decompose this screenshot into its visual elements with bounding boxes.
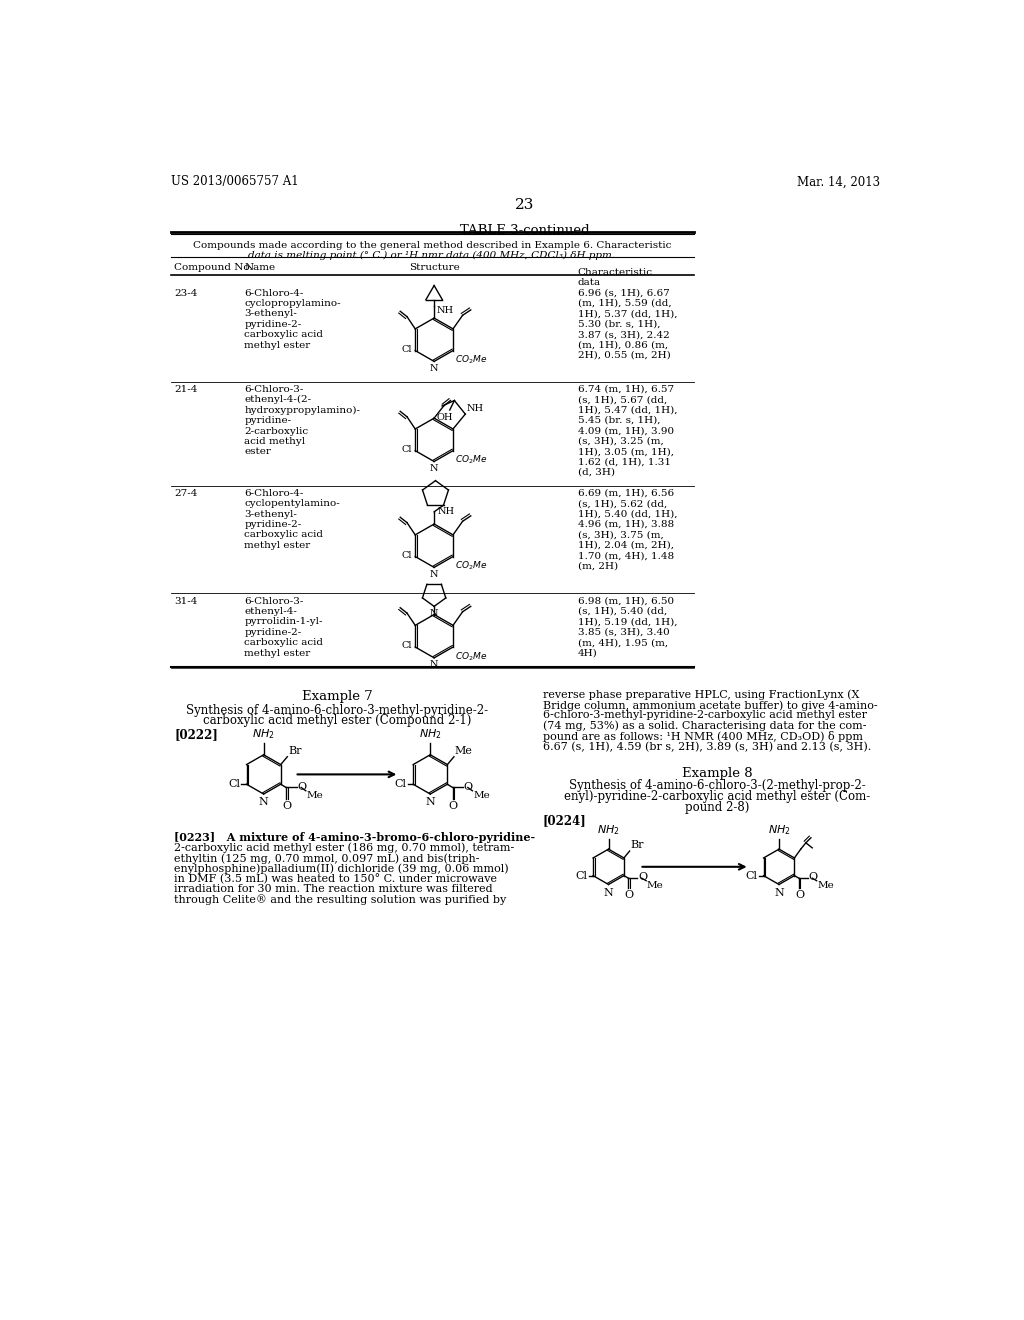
Text: $NH_2$: $NH_2$ [768, 824, 791, 837]
Text: Cl: Cl [575, 871, 588, 880]
Text: enylphosphine)palladium(II) dichloride (39 mg, 0.06 mmol): enylphosphine)palladium(II) dichloride (… [174, 863, 509, 874]
Text: 2-carboxylic acid methyl ester (186 mg, 0.70 mmol), tetram-: 2-carboxylic acid methyl ester (186 mg, … [174, 842, 515, 853]
Text: 6.96 (s, 1H), 6.67
(m, 1H), 5.59 (dd,
1H), 5.37 (dd, 1H),
5.30 (br. s, 1H),
3.87: 6.96 (s, 1H), 6.67 (m, 1H), 5.59 (dd, 1H… [578, 289, 677, 360]
Text: N: N [430, 463, 438, 473]
Text: Me: Me [647, 880, 664, 890]
Text: reverse phase preparative HPLC, using FractionLynx (X: reverse phase preparative HPLC, using Fr… [543, 689, 859, 701]
Text: Synthesis of 4-amino-6-chloro-3-methyl-pyridine-2-: Synthesis of 4-amino-6-chloro-3-methyl-p… [186, 704, 488, 717]
Text: enyl)-pyridine-2-carboxylic acid methyl ester (Com-: enyl)-pyridine-2-carboxylic acid methyl … [564, 789, 870, 803]
Text: TABLE 3-continued: TABLE 3-continued [460, 224, 590, 236]
Text: Example 8: Example 8 [682, 767, 753, 780]
Text: Me: Me [455, 746, 473, 756]
Text: 6.67 (s, 1H), 4.59 (br s, 2H), 3.89 (s, 3H) and 2.13 (s, 3H).: 6.67 (s, 1H), 4.59 (br s, 2H), 3.89 (s, … [543, 742, 870, 752]
Text: $NH_2$: $NH_2$ [419, 727, 441, 741]
Text: Me: Me [817, 880, 834, 890]
Text: through Celite® and the resulting solution was purified by: through Celite® and the resulting soluti… [174, 895, 507, 906]
Text: Cl: Cl [401, 445, 412, 454]
Text: Mar. 14, 2013: Mar. 14, 2013 [797, 176, 880, 189]
Text: Cl: Cl [394, 779, 407, 789]
Text: $NH_2$: $NH_2$ [252, 727, 275, 741]
Text: 21-4: 21-4 [174, 385, 198, 393]
Text: N: N [603, 887, 613, 898]
Text: O: O [297, 781, 306, 792]
Text: Compounds made according to the general method described in Example 6. Character: Compounds made according to the general … [193, 240, 671, 249]
Text: N: N [259, 797, 268, 807]
Text: Name: Name [245, 263, 275, 272]
Text: data is melting point (° C.) or ¹H nmr data (400 MHz, CDCl₃) δH ppm.: data is melting point (° C.) or ¹H nmr d… [248, 251, 615, 260]
Text: N: N [430, 364, 438, 372]
Text: carboxylic acid methyl ester (Compound 2-1): carboxylic acid methyl ester (Compound 2… [203, 714, 471, 727]
Text: $CO_2Me$: $CO_2Me$ [456, 560, 487, 572]
Text: $CO_2Me$: $CO_2Me$ [456, 354, 487, 366]
Text: NH: NH [467, 404, 484, 413]
Text: $CO_2Me$: $CO_2Me$ [456, 454, 487, 466]
Text: 6-Chloro-4-
cyclopropylamino-
3-ethenyl-
pyridine-2-
carboxylic acid
methyl este: 6-Chloro-4- cyclopropylamino- 3-ethenyl-… [245, 289, 341, 350]
Text: 23: 23 [515, 198, 535, 213]
Text: Me: Me [306, 791, 324, 800]
Text: O: O [449, 800, 458, 810]
Text: $NH_2$: $NH_2$ [597, 824, 620, 837]
Text: Br: Br [631, 841, 644, 850]
Text: Compound No.: Compound No. [174, 263, 253, 272]
Text: [0223]   A mixture of 4-amino-3-bromo-6-chloro-pyridine-: [0223] A mixture of 4-amino-3-bromo-6-ch… [174, 832, 536, 843]
Text: 23-4: 23-4 [174, 289, 198, 297]
Text: 6-chloro-3-methyl-pyridine-2-carboxylic acid methyl ester: 6-chloro-3-methyl-pyridine-2-carboxylic … [543, 710, 866, 721]
Text: OH: OH [437, 413, 454, 421]
Text: [0224]: [0224] [543, 814, 587, 828]
Text: pound 2-8): pound 2-8) [685, 800, 750, 813]
Text: N: N [774, 887, 784, 898]
Text: 6.74 (m, 1H), 6.57
(s, 1H), 5.67 (dd,
1H), 5.47 (dd, 1H),
5.45 (br. s, 1H),
4.09: 6.74 (m, 1H), 6.57 (s, 1H), 5.67 (dd, 1H… [578, 385, 677, 477]
Text: US 2013/0065757 A1: US 2013/0065757 A1 [171, 176, 298, 189]
Text: O: O [625, 890, 634, 899]
Text: Structure: Structure [409, 263, 460, 272]
Text: pound are as follows: ¹H NMR (400 MHz, CD₃OD) δ ppm: pound are as follows: ¹H NMR (400 MHz, C… [543, 731, 862, 742]
Text: Bridge column, ammonium acetate buffer) to give 4-amino-: Bridge column, ammonium acetate buffer) … [543, 700, 878, 710]
Text: ethyltin (125 mg, 0.70 mmol, 0.097 mL) and bis(triph-: ethyltin (125 mg, 0.70 mmol, 0.097 mL) a… [174, 853, 480, 863]
Text: $CO_2Me$: $CO_2Me$ [456, 651, 487, 663]
Text: Synthesis of 4-amino-6-chloro-3-(2-methyl-prop-2-: Synthesis of 4-amino-6-chloro-3-(2-methy… [568, 779, 865, 792]
Text: 6.69 (m, 1H), 6.56
(s, 1H), 5.62 (dd,
1H), 5.40 (dd, 1H),
4.96 (m, 1H), 3.88
(s,: 6.69 (m, 1H), 6.56 (s, 1H), 5.62 (dd, 1H… [578, 488, 677, 570]
Text: 6-Chloro-3-
ethenyl-4-(2-
hydroxypropylamino)-
pyridine-
2-carboxylic
acid methy: 6-Chloro-3- ethenyl-4-(2- hydroxypropyla… [245, 385, 360, 457]
Text: NH: NH [437, 507, 455, 516]
Text: O: O [638, 873, 647, 882]
Text: Cl: Cl [401, 345, 412, 354]
Text: N: N [430, 660, 438, 669]
Text: 6.98 (m, 1H), 6.50
(s, 1H), 5.40 (dd,
1H), 5.19 (dd, 1H),
3.85 (s, 3H), 3.40
(m,: 6.98 (m, 1H), 6.50 (s, 1H), 5.40 (dd, 1H… [578, 597, 677, 657]
Text: O: O [283, 800, 292, 810]
Text: NH: NH [436, 306, 454, 315]
Text: Example 7: Example 7 [302, 689, 373, 702]
Text: O: O [464, 781, 473, 792]
Text: N: N [425, 797, 435, 807]
Text: Cl: Cl [228, 779, 240, 789]
Text: Cl: Cl [745, 871, 758, 880]
Text: O: O [808, 873, 817, 882]
Text: 6-Chloro-3-
ethenyl-4-
pyrrolidin-1-yl-
pyridine-2-
carboxylic acid
methyl ester: 6-Chloro-3- ethenyl-4- pyrrolidin-1-yl- … [245, 597, 324, 657]
Text: N: N [430, 570, 438, 578]
Text: O: O [795, 890, 804, 899]
Text: [0222]: [0222] [174, 729, 218, 742]
Text: 27-4: 27-4 [174, 488, 198, 498]
Text: Cl: Cl [401, 550, 412, 560]
Text: in DMF (3.5 mL) was heated to 150° C. under microwave: in DMF (3.5 mL) was heated to 150° C. un… [174, 874, 498, 884]
Text: 31-4: 31-4 [174, 597, 198, 606]
Text: Cl: Cl [401, 642, 412, 649]
Text: 6-Chloro-4-
cyclopentylamino-
3-ethenyl-
pyridine-2-
carboxylic acid
methyl este: 6-Chloro-4- cyclopentylamino- 3-ethenyl-… [245, 488, 340, 549]
Text: N: N [430, 609, 438, 618]
Text: Characteristic
data: Characteristic data [578, 268, 652, 288]
Text: irradiation for 30 min. The reaction mixture was filtered: irradiation for 30 min. The reaction mix… [174, 884, 494, 894]
Text: Me: Me [473, 791, 489, 800]
Text: (74 mg, 53%) as a solid. Characterising data for the com-: (74 mg, 53%) as a solid. Characterising … [543, 721, 866, 731]
Text: Br: Br [288, 746, 302, 756]
